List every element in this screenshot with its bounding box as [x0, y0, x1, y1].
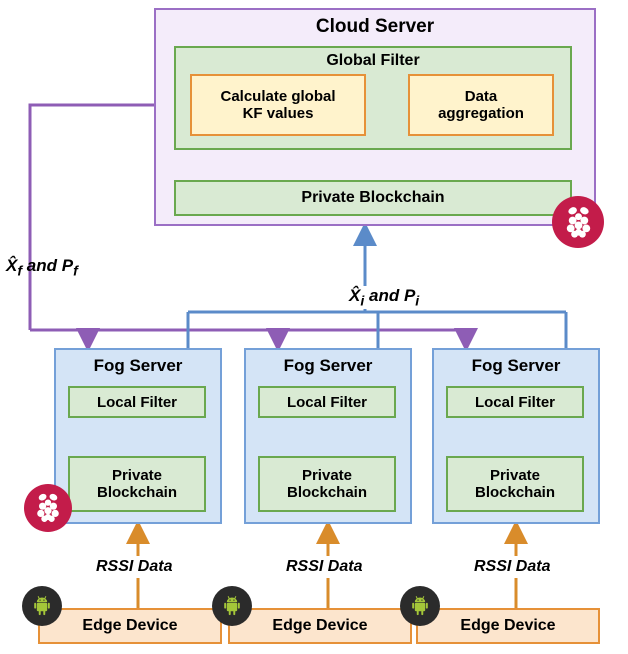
xf-pf-label: X̂f and Pf — [6, 256, 78, 279]
edge-device-label: Edge Device — [272, 617, 367, 635]
edge-device-label: Edge Device — [460, 617, 555, 635]
local-filter-box: Local Filter — [68, 386, 206, 418]
fog-blockchain-box: Private Blockchain — [258, 456, 396, 512]
rssi-label: RSSI Data — [280, 556, 368, 578]
data-agg-box: Data aggregation — [408, 74, 554, 136]
xi-pi-label: X̂i and Pi — [345, 286, 423, 309]
android-icon — [212, 586, 252, 626]
rssi-label: RSSI Data — [90, 556, 178, 578]
calc-kf-box: Calculate global KF values — [190, 74, 366, 136]
local-filter-label: Local Filter — [475, 394, 555, 411]
fog-blockchain-label: Private Blockchain — [287, 467, 367, 501]
local-filter-box: Local Filter — [446, 386, 584, 418]
cloud-blockchain-label: Private Blockchain — [301, 189, 444, 207]
fog-title: Fog Server — [56, 356, 220, 376]
android-icon — [400, 586, 440, 626]
fog-blockchain-box: Private Blockchain — [68, 456, 206, 512]
calc-label: Calculate global KF values — [220, 88, 335, 122]
global-filter-title: Global Filter — [176, 52, 570, 70]
edge-device-label: Edge Device — [82, 617, 177, 635]
cloud-title: Cloud Server — [156, 16, 594, 38]
raspberry-pi-icon — [24, 484, 72, 532]
edge-device-box: Edge Device — [38, 608, 222, 644]
local-filter-label: Local Filter — [97, 394, 177, 411]
fog-title: Fog Server — [434, 356, 598, 376]
android-icon — [22, 586, 62, 626]
local-filter-box: Local Filter — [258, 386, 396, 418]
edge-device-box: Edge Device — [416, 608, 600, 644]
local-filter-label: Local Filter — [287, 394, 367, 411]
agg-label: Data aggregation — [438, 88, 524, 122]
edge-device-box: Edge Device — [228, 608, 412, 644]
raspberry-pi-icon — [552, 196, 604, 248]
cloud-blockchain-box: Private Blockchain — [174, 180, 572, 216]
fog-title: Fog Server — [246, 356, 410, 376]
fog-blockchain-label: Private Blockchain — [475, 467, 555, 501]
rssi-label: RSSI Data — [468, 556, 556, 578]
fog-blockchain-label: Private Blockchain — [97, 467, 177, 501]
fog-blockchain-box: Private Blockchain — [446, 456, 584, 512]
